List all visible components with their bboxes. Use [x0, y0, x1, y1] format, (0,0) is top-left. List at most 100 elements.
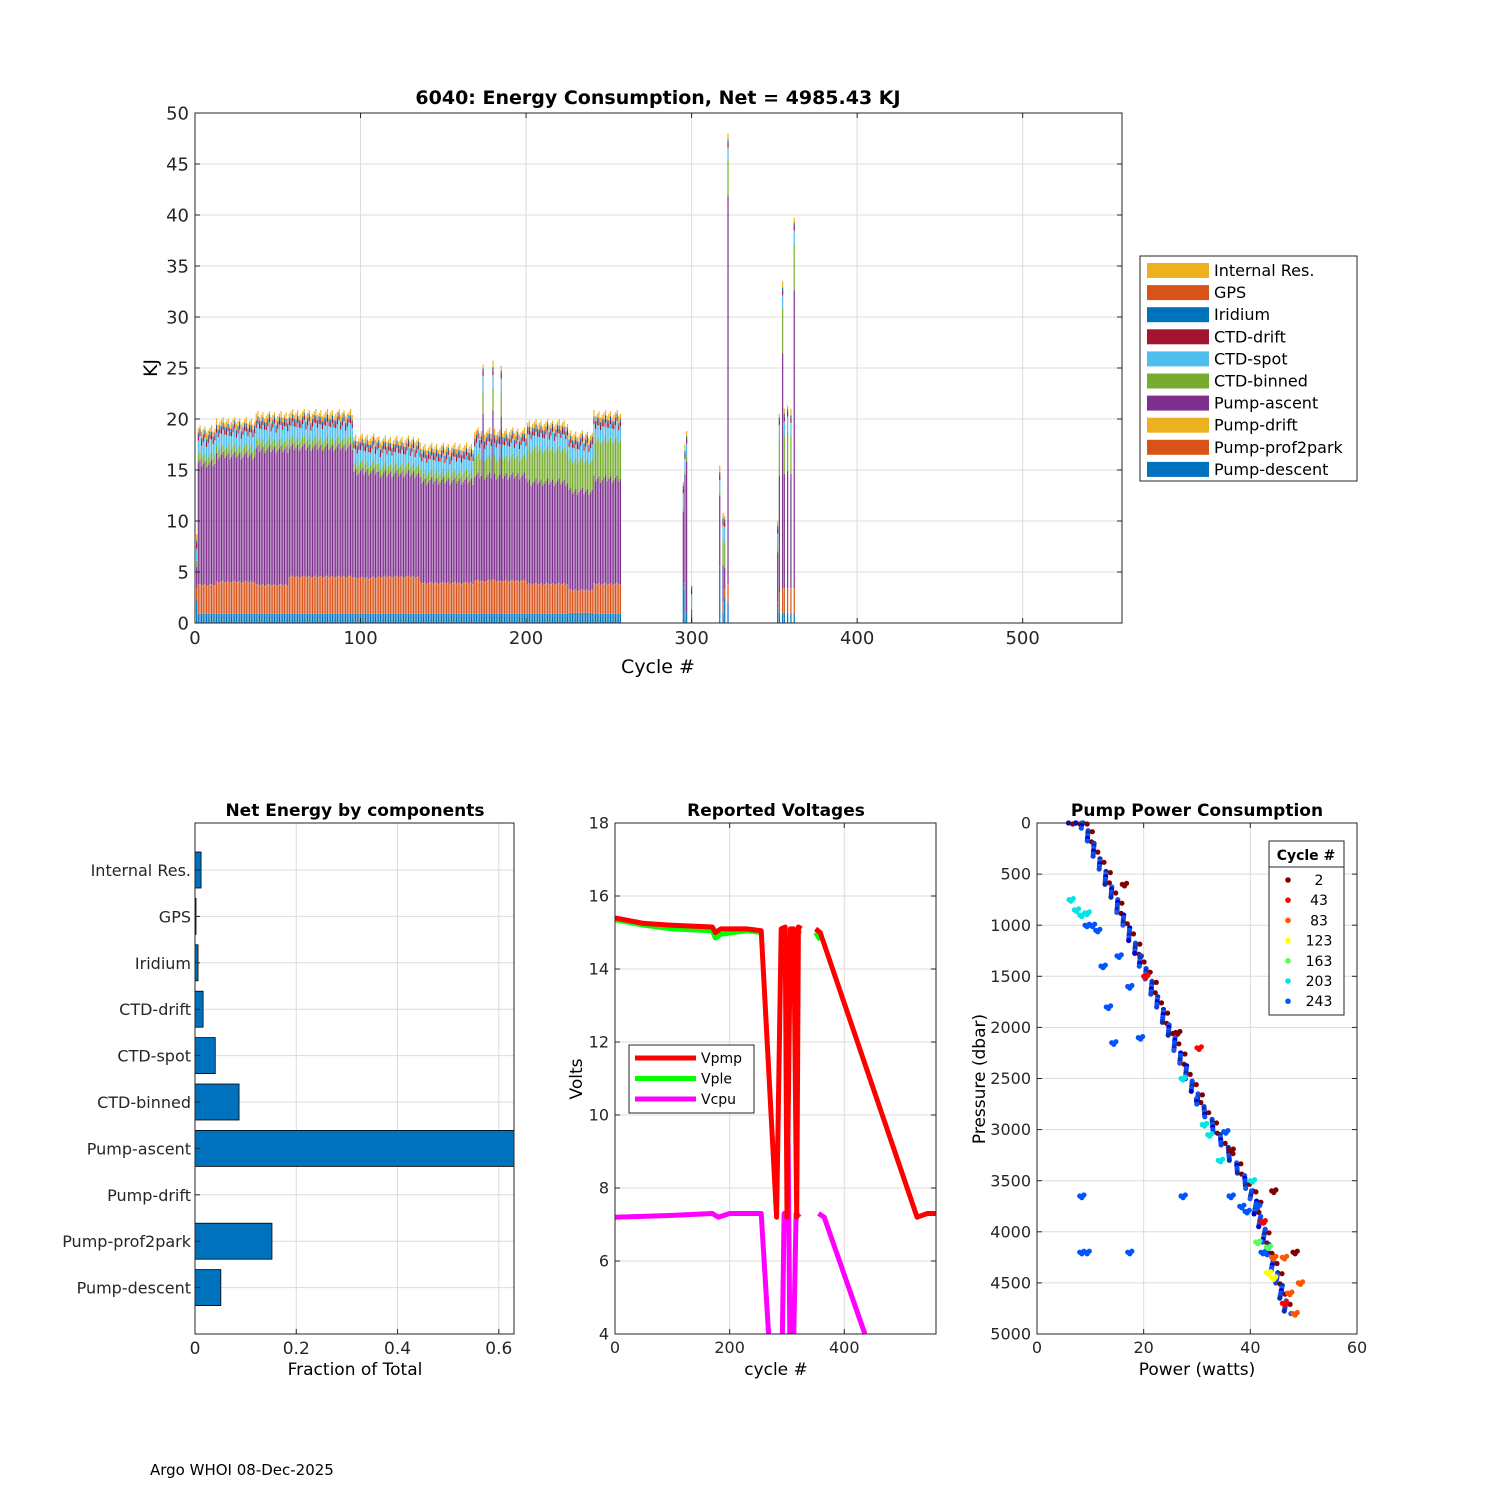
energy-bar-internal-res- [444, 448, 446, 456]
energy-bar-ctd-binned [388, 465, 390, 474]
energy-bar-iridium [510, 435, 512, 438]
energy-bar-internal-res- [485, 432, 487, 438]
energy-bar-ctd-spot [613, 429, 615, 442]
energy-bar-pump-descent [555, 613, 557, 623]
energy-bar-pump-descent [302, 613, 304, 623]
energy-bar-ctd-drift [590, 443, 592, 449]
energy-bar-gps [247, 428, 249, 429]
energy-bar-ctd-binned [546, 445, 549, 479]
pump-legend-title: Cycle # [1277, 848, 1336, 864]
energy-bar-pump-drift [455, 583, 458, 585]
energy-bar-ctd-drift [376, 445, 378, 450]
energy-bar-ctd-binned [787, 432, 789, 471]
energy-bar-pump-drift [439, 583, 441, 584]
pump-ytick-label: 2500 [990, 1069, 1031, 1088]
energy-bar-gps [421, 453, 423, 455]
energy-bar-ctd-spot [363, 450, 365, 467]
energy-bar-pump-ascent [457, 481, 459, 584]
energy-bar-pump-drift [340, 577, 342, 579]
energy-bar-ctd-drift [485, 440, 487, 446]
energy-bar-gps [494, 434, 496, 436]
energy-bar-gps [260, 421, 262, 422]
energy-bar-ctd-spot [234, 428, 236, 444]
energy-bar-ctd-spot [402, 454, 405, 470]
energy-bar-pump-drift [237, 581, 239, 583]
energy-bar-internal-res- [381, 440, 383, 446]
energy-bar-ctd-drift [308, 416, 310, 422]
energy-bar-pump-prof2park [404, 577, 406, 614]
energy-bar-ctd-spot [298, 427, 300, 443]
energy-bar-iridium [326, 414, 329, 418]
energy-bar-pump-prof2park [527, 584, 529, 614]
energy-bar-ctd-binned [343, 436, 345, 445]
energy-bar-gps [719, 472, 721, 473]
energy-bar-pump-prof2park [242, 582, 244, 614]
energy-bar-ctd-spot [455, 461, 458, 476]
energy-bar-ctd-drift [540, 428, 542, 434]
energy-bar-ctd-drift [538, 432, 540, 438]
pump-point [1294, 1248, 1300, 1254]
energy-bar-gps [573, 440, 575, 442]
energy-bar-pump-drift [447, 582, 449, 583]
energy-bar-pump-prof2park [316, 577, 319, 614]
energy-bar-ctd-drift [446, 454, 448, 460]
energy-bar-pump-ascent [340, 449, 342, 578]
energy-bar-gps [386, 446, 388, 448]
energy-bar-pump-descent [199, 613, 201, 623]
energy-bar-internal-res- [556, 421, 559, 425]
pump-title: Pump Power Consumption [1071, 801, 1323, 821]
energy-bar-iridium [450, 453, 453, 456]
energy-bar-pump-prof2park [560, 584, 562, 614]
energy-bar-internal-res- [373, 433, 375, 437]
energy-bar-ctd-drift [252, 432, 254, 438]
energy-bar-ctd-binned [566, 450, 569, 484]
energy-bar-pump-descent [595, 613, 597, 623]
energy-bar-pump-prof2park [343, 576, 345, 614]
energy-bar-ctd-binned [429, 471, 431, 480]
energy-bar-pump-descent [545, 613, 547, 623]
energy-bar-iridium [467, 452, 469, 456]
energy-bar-ctd-drift [394, 447, 396, 453]
energy-bar-pump-ascent [338, 443, 340, 576]
energy-bar-gps [783, 413, 785, 415]
voltages-legend-label: Vple [701, 1072, 732, 1088]
energy-bar-pump-drift [310, 577, 312, 579]
pump-point [1084, 838, 1090, 844]
energy-bar-pump-drift [389, 576, 391, 577]
energy-bar-ctd-spot [459, 458, 461, 471]
energy-bar-ctd-spot [220, 433, 223, 447]
pump-ytick-label: 2000 [990, 1018, 1031, 1037]
energy-bar-pump-descent [444, 613, 446, 623]
energy-bar-gps [447, 447, 449, 448]
energy-bar-pump-ascent [369, 473, 372, 579]
energy-bar-ctd-spot [436, 456, 438, 471]
energy-bar-gps [778, 416, 780, 418]
energy-bar-pump-ascent [469, 481, 471, 584]
energy-bar-ctd-spot [379, 457, 381, 470]
energy-bar-pump-prof2park [464, 582, 466, 614]
energy-bar-gps [540, 425, 542, 427]
energy-bar-iridium [558, 426, 560, 429]
energy-bar-gps [560, 430, 562, 431]
energy-bar-ctd-binned [601, 441, 603, 481]
energy-bar-ctd-drift [561, 429, 564, 435]
energy-bar-ctd-drift [432, 455, 434, 461]
energy-bar-internal-res- [417, 437, 420, 442]
energy-bar-internal-res- [457, 446, 459, 450]
energy-bar-pump-prof2park [571, 591, 574, 613]
energy-bar-ctd-binned [308, 436, 310, 445]
energy-bar-gps [434, 452, 436, 454]
energy-bar-pump-prof2park [379, 578, 381, 614]
energy-bar-pump-drift [571, 590, 574, 592]
energy-bar-pump-prof2park [454, 582, 456, 614]
energy-bar-ctd-drift [417, 444, 420, 450]
energy-bar-pump-descent [260, 613, 262, 623]
energy-bar-ctd-spot [341, 425, 343, 440]
energy-bar-pump-ascent [507, 479, 509, 583]
energy-bar-pump-descent [290, 613, 292, 623]
energy-bar-internal-res- [778, 413, 780, 417]
energy-bar-gps [252, 429, 254, 431]
energy-bar-internal-res- [249, 420, 251, 425]
energy-bar-ctd-drift [369, 448, 372, 453]
energy-bar-iridium [520, 437, 522, 441]
